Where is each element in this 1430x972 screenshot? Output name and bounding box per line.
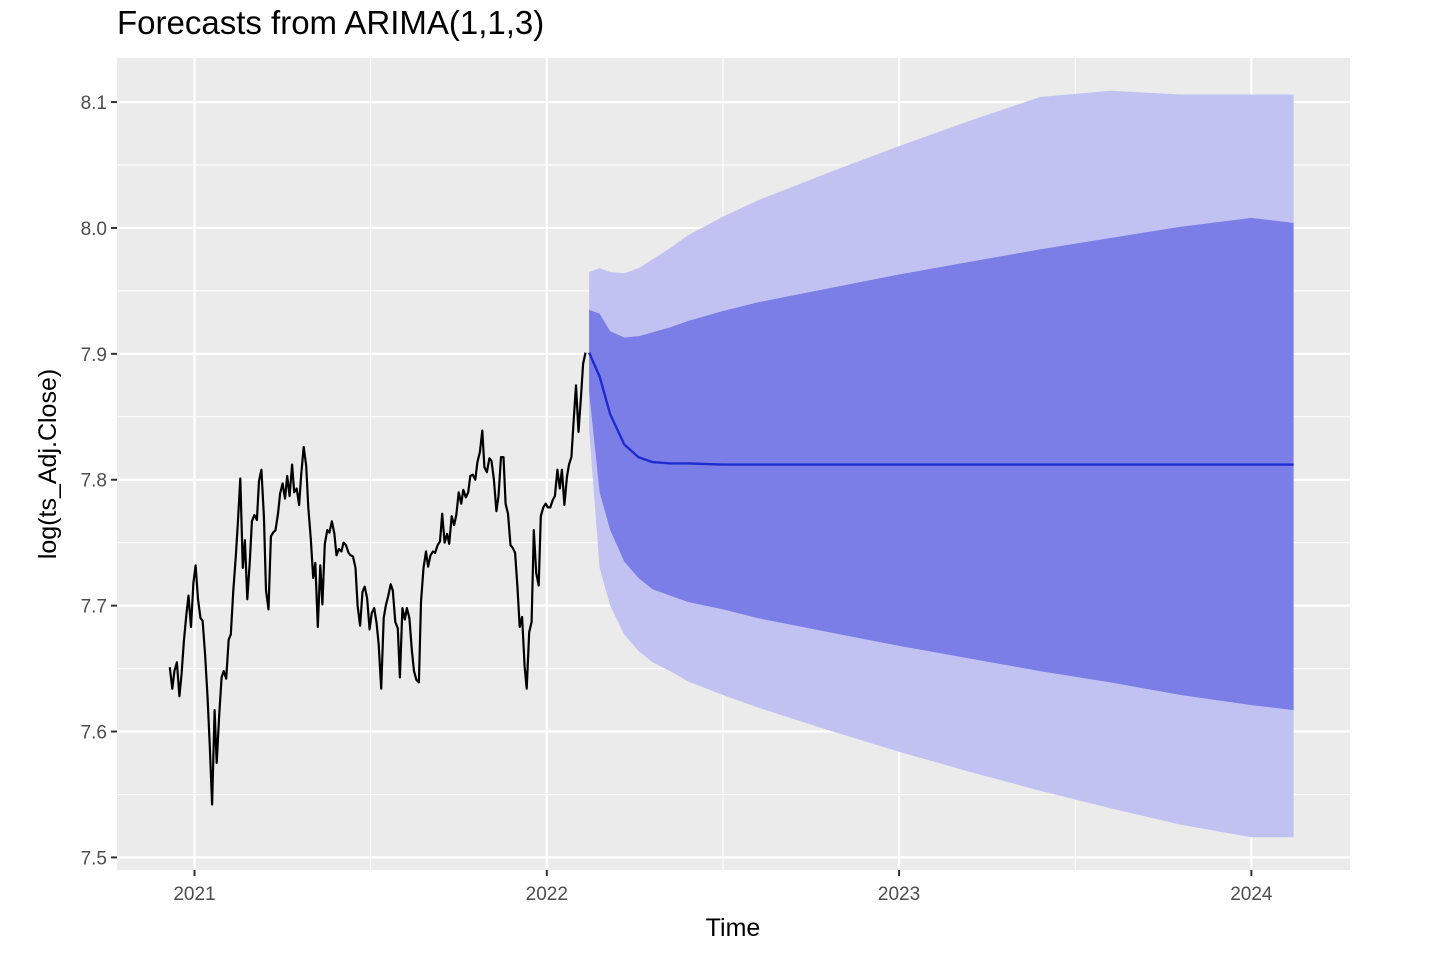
y-tick-label: 7.6 (81, 723, 107, 744)
y-tick-label: 8.1 (81, 93, 107, 114)
y-axis-title: log(ts_Adj.Close) (34, 369, 62, 559)
y-tick-label: 7.7 (81, 597, 107, 618)
y-tick-label: 7.9 (81, 345, 107, 366)
chart-title: Forecasts from ARIMA(1,1,3) (117, 4, 545, 41)
x-tick-label: 2024 (1230, 884, 1273, 905)
y-tick-label: 8.0 (81, 219, 107, 240)
y-tick-label: 7.5 (81, 848, 107, 869)
x-axis-title: Time (706, 914, 761, 942)
x-tick-label: 2023 (878, 884, 920, 905)
x-tick-label: 2021 (173, 884, 215, 905)
forecast-mean-line (588, 352, 1294, 466)
y-tick-label: 7.8 (81, 471, 107, 492)
axis-tick-labels: 2021 2022 2023 2024 7.5 7.6 7.7 7.8 7.9 8.0 8.1 (81, 93, 1273, 905)
series-lines (168, 352, 1294, 806)
history-line (168, 352, 587, 806)
axis-ticks (111, 101, 1253, 876)
x-tick-label: 2022 (526, 884, 568, 905)
